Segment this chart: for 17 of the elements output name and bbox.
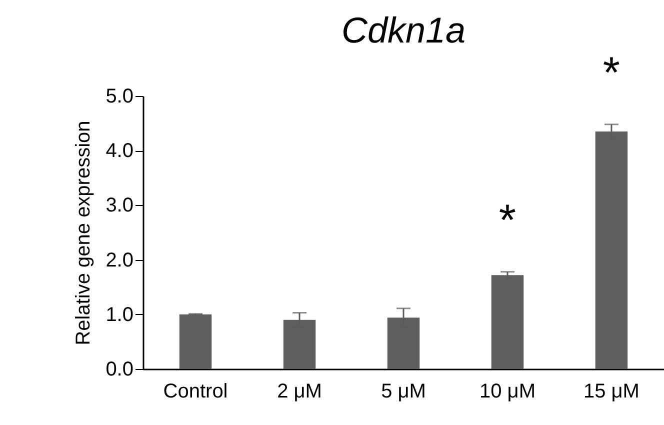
y-tick-label: 1.0 — [106, 304, 134, 326]
x-tick-label: Control — [163, 380, 228, 402]
y-axis-title: Relative gene expression — [72, 120, 95, 346]
bar — [179, 314, 212, 369]
chart-title: Cdkn1a — [341, 9, 466, 50]
y-tick-label: 2.0 — [106, 249, 134, 272]
bar — [491, 275, 524, 369]
y-tick-label: 4.0 — [106, 140, 134, 162]
annotation: * — [498, 196, 516, 245]
x-tick-label: 2 μM — [277, 380, 322, 402]
annotation: * — [602, 48, 620, 98]
y-tick-label: 3.0 — [106, 194, 134, 217]
x-tick-label: 15 μM — [583, 380, 640, 402]
x-tick-label: 5 μM — [381, 380, 426, 402]
y-tick-label: 0.0 — [106, 358, 134, 380]
y-tick-label: 5.0 — [106, 86, 134, 108]
x-tick-label: 10 μM — [479, 380, 536, 402]
